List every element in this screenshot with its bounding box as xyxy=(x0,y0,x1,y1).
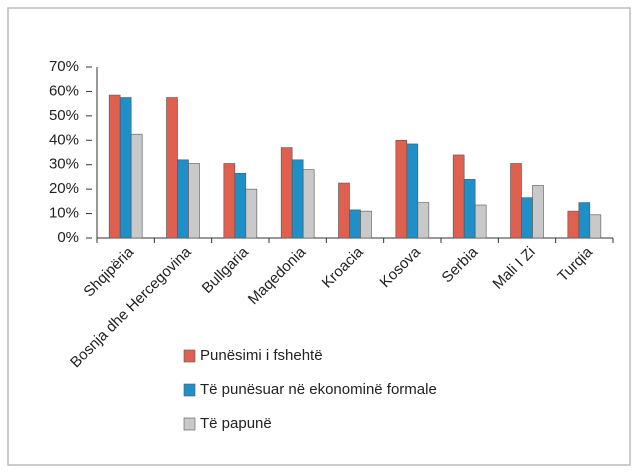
y-tick-label: 40% xyxy=(49,131,79,148)
y-tick-label: 30% xyxy=(49,156,79,173)
bar xyxy=(567,210,580,239)
bar xyxy=(302,169,315,239)
bar xyxy=(291,159,304,239)
legend-label: Të papunë xyxy=(200,415,272,432)
bar xyxy=(532,185,544,239)
bar xyxy=(108,94,121,239)
bar xyxy=(119,97,132,239)
y-tick-label: 60% xyxy=(49,82,79,99)
bar xyxy=(589,214,602,239)
y-tick-label: 20% xyxy=(49,180,79,197)
bar xyxy=(245,188,258,239)
legend-swatch xyxy=(183,349,196,363)
bar xyxy=(349,209,361,239)
bar xyxy=(417,202,430,239)
bar xyxy=(463,179,476,239)
legend-swatch xyxy=(183,383,196,397)
bar xyxy=(166,97,178,239)
bar xyxy=(510,163,522,239)
bar xyxy=(521,197,533,239)
bar xyxy=(234,172,247,239)
bar xyxy=(578,202,591,239)
bar xyxy=(223,163,236,239)
bar xyxy=(188,163,200,239)
legend-swatch xyxy=(183,417,196,431)
y-tick-label: 50% xyxy=(49,107,79,124)
bar xyxy=(280,147,293,239)
legend-label: Të punësuar në ekonominë formale xyxy=(200,381,437,398)
bar xyxy=(474,204,487,239)
bar xyxy=(360,210,372,239)
bar xyxy=(406,143,419,239)
y-tick-label: 70% xyxy=(49,58,79,75)
bar xyxy=(395,139,408,239)
legend-label: Punësimi i fshehtë xyxy=(200,347,323,364)
bar xyxy=(130,133,143,239)
bar xyxy=(452,154,465,239)
bar xyxy=(338,182,350,239)
bar xyxy=(177,159,189,239)
y-tick-label: 10% xyxy=(49,205,79,222)
y-tick-label: 0% xyxy=(57,229,79,246)
